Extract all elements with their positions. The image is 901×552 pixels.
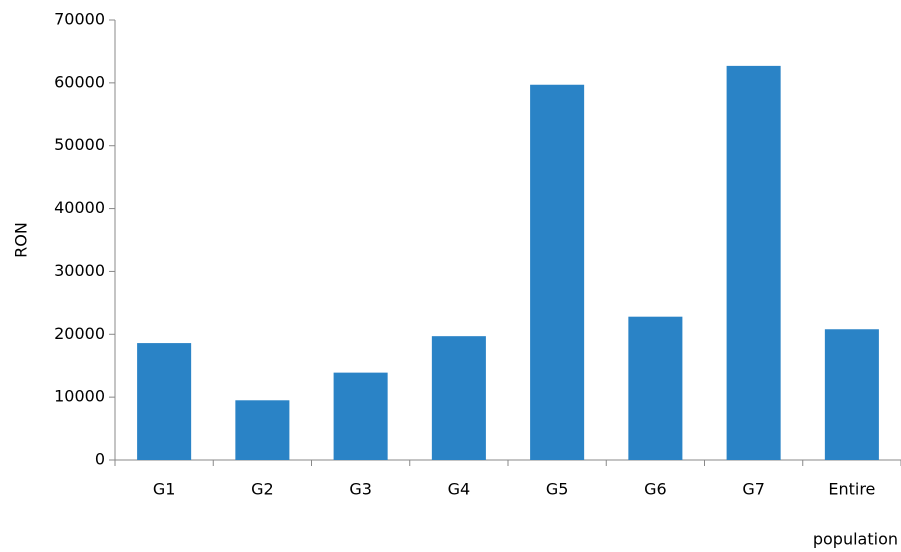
x-tick-label: G4	[448, 480, 471, 499]
y-tick-label: 0	[95, 450, 105, 469]
y-axis-label: RON	[12, 222, 31, 258]
x-tick-label: G6	[644, 480, 667, 499]
x-tick-label: Entire	[828, 480, 875, 499]
x-tick-label: G5	[546, 480, 569, 499]
y-tick-label: 20000	[54, 324, 105, 343]
bar	[824, 329, 879, 460]
y-tick-label: 40000	[54, 198, 105, 217]
bar	[628, 316, 683, 460]
x-tick-label: G3	[349, 480, 372, 499]
y-tick-label: 50000	[54, 135, 105, 154]
x-axis-label: population	[813, 530, 898, 549]
x-tick-label: G7	[742, 480, 765, 499]
bar	[137, 343, 192, 460]
y-tick-label: 10000	[54, 387, 105, 406]
bar	[726, 65, 781, 460]
bar	[530, 84, 585, 460]
y-tick-label: 70000	[54, 10, 105, 29]
bar	[235, 400, 290, 460]
x-tick-label: G1	[153, 480, 176, 499]
x-tick-label: G2	[251, 480, 274, 499]
y-tick-label: 60000	[54, 72, 105, 91]
y-tick-label: 30000	[54, 261, 105, 280]
bar	[431, 336, 486, 460]
bar	[333, 372, 388, 460]
